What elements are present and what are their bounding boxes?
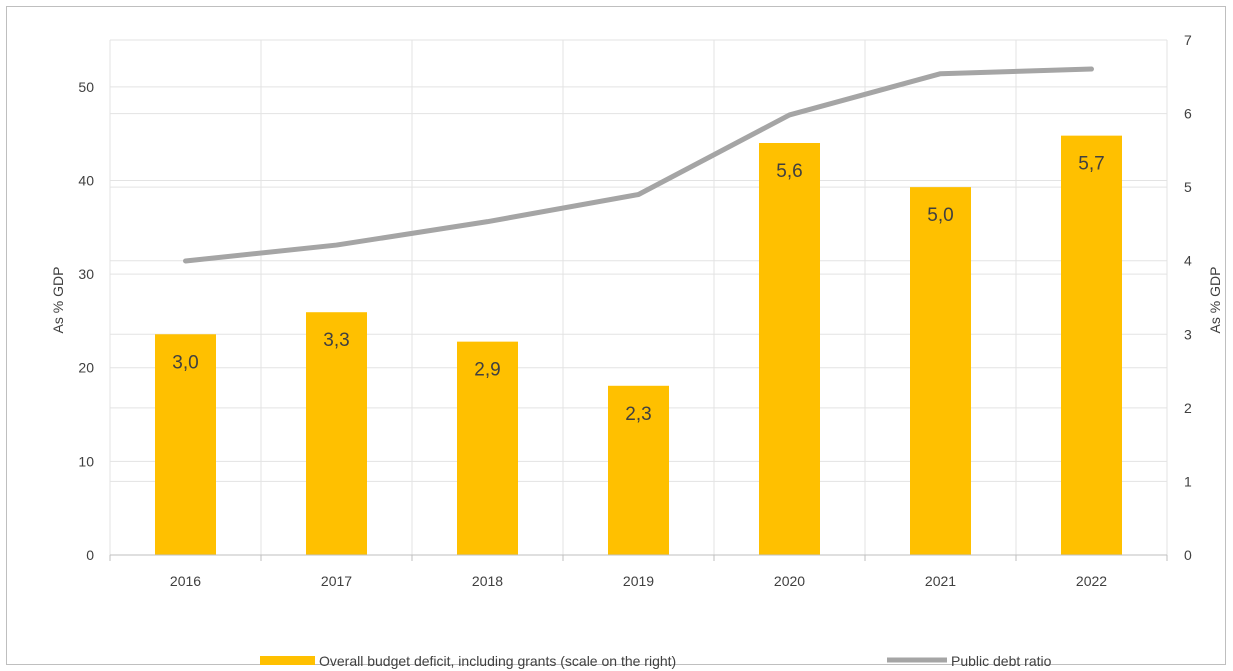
right-tick-label: 6: [1184, 106, 1192, 122]
bar-2017: [306, 312, 367, 555]
bar-2020: [759, 143, 820, 555]
right-axis-title: As % GDP: [1207, 267, 1223, 334]
axes: 2016 2017 2018 2019 2020 2021 2022 0 10 20 30 40 50 0…: [78, 32, 1192, 589]
data-label-2017: 3,3: [323, 330, 349, 351]
right-tick-label: 5: [1184, 179, 1192, 195]
legend-label-line: Public debt ratio: [951, 653, 1052, 669]
data-label-2018: 2,9: [474, 360, 500, 381]
data-label-2021: 5,0: [927, 205, 953, 226]
right-tick-label: 1: [1184, 473, 1192, 489]
left-tick-label: 50: [78, 79, 94, 95]
left-tick-label: 40: [78, 172, 94, 188]
data-label-2020: 5,6: [776, 161, 802, 182]
right-tick-label: 2: [1184, 400, 1192, 416]
right-tick-label: 7: [1184, 32, 1192, 48]
x-tick-label: 2017: [321, 573, 352, 589]
left-tick-label: 30: [78, 266, 94, 282]
left-tick-label: 10: [78, 453, 94, 469]
bar-2018: [457, 341, 518, 555]
x-tick-label: 2018: [472, 573, 503, 589]
line-series: [183, 66, 1094, 264]
legend-swatch-bar: [260, 656, 315, 665]
grid: [109, 39, 1168, 555]
legend-label-bar: Overall budget deficit, including grants…: [319, 653, 676, 669]
right-tick-label: 3: [1184, 326, 1192, 342]
x-tick-label: 2021: [925, 573, 956, 589]
data-label-2019: 2,3: [625, 404, 651, 425]
x-tick-label: 2019: [623, 573, 654, 589]
x-tick-label: 2022: [1076, 573, 1107, 589]
right-tick-label: 4: [1184, 253, 1192, 269]
bar-2019: [608, 385, 669, 555]
data-label-2022: 5,7: [1078, 154, 1104, 175]
bar-2016: [155, 334, 216, 555]
left-axis-title: As % GDP: [50, 267, 66, 334]
left-tick-label: 0: [86, 547, 94, 563]
data-labels: 3,0 3,3 2,9 2,3 5,6 5,0 5,7: [172, 154, 1104, 425]
bar-series: [155, 135, 1122, 555]
x-tick-label: 2020: [774, 573, 805, 589]
left-tick-label: 20: [78, 360, 94, 376]
x-tick-label: 2016: [170, 573, 201, 589]
bar-2022: [1061, 135, 1122, 555]
data-label-2016: 3,0: [172, 352, 198, 373]
legend: Overall budget deficit, including grants…: [260, 653, 1052, 669]
bar-2021: [910, 187, 971, 555]
right-tick-label: 0: [1184, 547, 1192, 563]
